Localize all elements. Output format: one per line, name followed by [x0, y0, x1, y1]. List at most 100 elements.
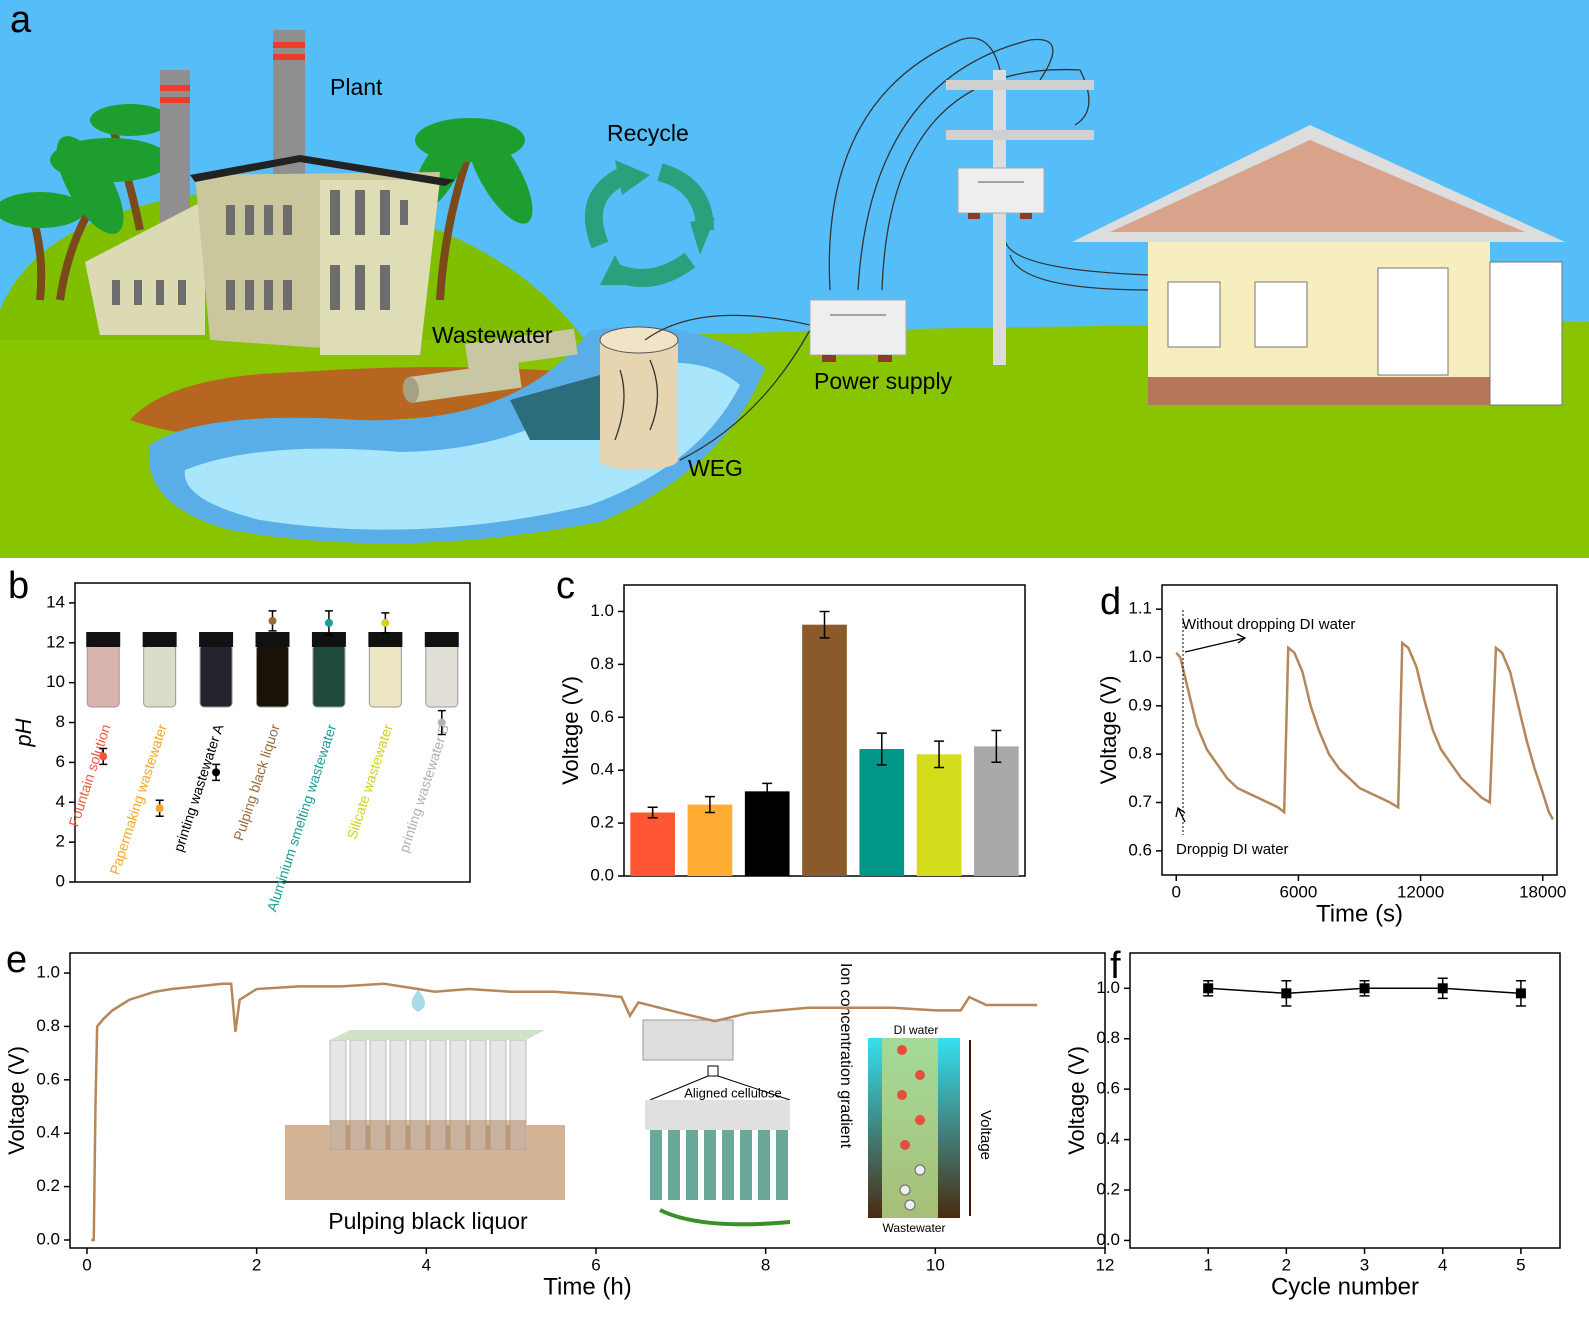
panel-letter: e — [6, 939, 27, 981]
vial — [256, 644, 289, 708]
point — [381, 618, 390, 627]
error-bar — [762, 782, 773, 801]
bar — [630, 812, 675, 876]
y-tick-label: 10 — [46, 672, 65, 691]
vial-cap — [311, 632, 346, 647]
error-bar — [704, 795, 715, 814]
illustration-label: Power supply — [814, 368, 953, 394]
vial — [86, 644, 120, 708]
y-tick-label: 0.6 — [1096, 1079, 1120, 1098]
x-tick-label: 6000 — [1280, 882, 1318, 901]
y-tick-label: 0.0 — [1096, 1230, 1120, 1249]
y-tick-label: 0.6 — [1128, 840, 1152, 859]
inset-label: Pulping black liquor — [328, 1208, 528, 1234]
bar — [687, 804, 733, 876]
panel-letter: a — [10, 0, 32, 41]
vial-cap — [86, 632, 121, 647]
y-tick-label: 0.7 — [1128, 792, 1152, 811]
y-tick-label: 0.4 — [590, 760, 614, 779]
x-tick-label: 3 — [1360, 1255, 1369, 1274]
y-tick-label: 6 — [56, 752, 65, 771]
category-label: Fountain solution — [65, 722, 113, 828]
point — [1203, 983, 1214, 994]
inset-e — [285, 990, 971, 1227]
category-label: Silicate wastewater — [343, 722, 395, 841]
y-axis-label: Voltage (V) — [1096, 676, 1121, 785]
error-bar — [819, 610, 830, 639]
y-tick-label: 12 — [46, 632, 65, 651]
x-tick-label: 6 — [591, 1255, 600, 1274]
y-tick-label: 0.2 — [590, 813, 614, 832]
y-tick-label: 0.4 — [1096, 1129, 1120, 1148]
line — [91, 982, 1038, 1242]
y-tick-label: 1.1 — [1128, 599, 1152, 618]
y-tick-label: 0.2 — [1096, 1179, 1120, 1198]
illustration — [0, 0, 1589, 558]
y-tick-label: 0.0 — [590, 865, 614, 884]
point — [1359, 983, 1370, 994]
x-tick-label: 12 — [1096, 1255, 1115, 1274]
plot-frame — [74, 582, 471, 883]
category-label: Pulping black liquor — [230, 722, 283, 843]
category-label: Papermaking wastewater — [106, 722, 170, 877]
plot-frame — [1161, 584, 1558, 876]
y-tick-label: 1.0 — [590, 601, 614, 620]
point — [1281, 988, 1292, 999]
inset-label: DI water — [894, 1023, 939, 1037]
x-axis-label: Time (s) — [1316, 900, 1403, 927]
y-tick-label: 1.0 — [36, 963, 60, 982]
illustration-label: Recycle — [607, 120, 689, 146]
y-tick-label: 0 — [56, 871, 65, 890]
y-tick-label: 0.2 — [36, 1176, 60, 1195]
line — [1175, 640, 1555, 821]
y-tick-label: 1.0 — [1128, 647, 1152, 666]
y-tick-label: 2 — [56, 832, 65, 851]
x-tick-label: 0 — [1172, 882, 1181, 901]
panel-letter: b — [8, 565, 29, 607]
x-tick-label: 1 — [1203, 1255, 1212, 1274]
y-tick-label: 0.6 — [36, 1069, 60, 1088]
vial-cap — [255, 632, 290, 647]
panel-letters: a b c d e f — [6, 0, 1121, 987]
error-bar — [876, 732, 887, 766]
plot-frame — [1129, 952, 1561, 1249]
error-bar — [647, 806, 658, 819]
vial — [312, 644, 346, 708]
point — [1515, 988, 1526, 999]
y-tick-label: 0.8 — [36, 1016, 60, 1035]
y-tick-label: 0.6 — [590, 707, 614, 726]
annotation-arrow — [1175, 633, 1247, 823]
category-label: printing wastewater B — [396, 722, 453, 854]
x-tick-label: 12000 — [1397, 882, 1444, 901]
vial-cap — [199, 632, 234, 647]
y-tick-label: 0.4 — [36, 1123, 60, 1142]
vial — [143, 644, 177, 708]
panel-letter: d — [1100, 581, 1121, 623]
y-tick-label: 0.8 — [590, 654, 614, 673]
point — [99, 752, 108, 761]
y-tick-label: 4 — [56, 792, 65, 811]
annotation: Droppig DI water — [1176, 841, 1289, 858]
x-tick-label: 4 — [422, 1255, 431, 1274]
x-tick-label: 10 — [926, 1255, 945, 1274]
bar — [974, 746, 1019, 876]
annotation: Without dropping DI water — [1182, 616, 1355, 633]
inset-label: Voltage — [977, 1110, 994, 1160]
x-tick-label: 5 — [1516, 1255, 1525, 1274]
x-axis-label: Time (h) — [543, 1273, 631, 1300]
error-bar — [934, 740, 945, 769]
y-tick-label: 0.8 — [1096, 1028, 1120, 1047]
vial — [368, 644, 402, 708]
y-axis-label: Voltage (V) — [1064, 1046, 1089, 1155]
plot-frame — [69, 952, 1106, 1249]
y-tick-label: 0.9 — [1128, 695, 1152, 714]
inset-label: Aligned cellulose — [684, 1085, 782, 1100]
point — [324, 618, 333, 627]
vial-cap — [424, 632, 459, 647]
panel-letter: f — [1110, 945, 1121, 987]
vial-cap — [368, 632, 403, 647]
vial — [199, 644, 233, 708]
x-axis-label: Cycle number — [1271, 1273, 1419, 1300]
